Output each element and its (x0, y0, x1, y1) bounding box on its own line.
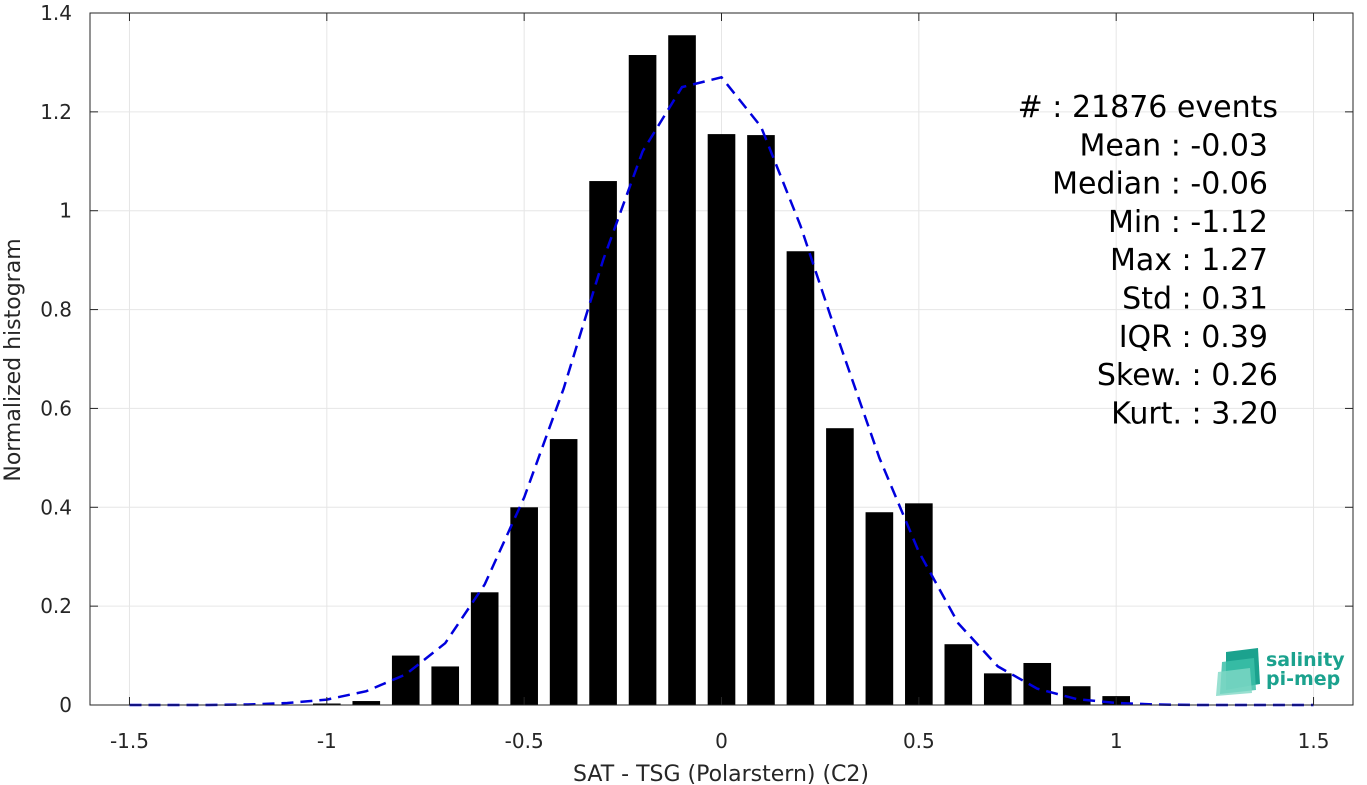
x-axis-label: SAT - TSG (Polarstern) (C2) (573, 762, 869, 785)
stat-value-0: : 21876 events (1052, 90, 1278, 125)
stat-value-2: : -0.06 (1171, 167, 1268, 202)
bar-13 (826, 428, 854, 705)
logo-icon (1216, 648, 1260, 696)
stat-value-3: : -1.12 (1171, 205, 1268, 240)
bar-18 (1023, 662, 1052, 705)
x-tick-label-3: 0 (715, 729, 728, 753)
stat-line-8: Kurt. : 3.20 (1111, 396, 1278, 431)
bar-14 (865, 512, 894, 705)
stat-line-1: Mean : -0.03 (1079, 128, 1268, 163)
stat-key-8: Kurt. (1111, 396, 1191, 431)
stat-key-3: Min (1108, 205, 1171, 240)
y-tick-label-2: 0.4 (40, 495, 72, 519)
y-axis-label: Normalized histogram (1, 238, 26, 481)
bar-4 (470, 592, 499, 705)
stat-line-0: # : 21876 events (1018, 90, 1278, 125)
y-tick-label-7: 1.4 (40, 1, 72, 25)
bar-7 (589, 181, 617, 706)
stat-line-2: Median : -0.06 (1052, 167, 1268, 202)
logo-line2: pi-mep (1266, 668, 1340, 690)
bar-16 (944, 644, 973, 705)
y-axis-ticks: 0 0.2 0.4 0.6 0.8 1 1.2 1.4 (40, 1, 1353, 717)
bar-1 (352, 701, 381, 705)
stat-value-7: : 0.26 (1192, 358, 1278, 393)
bar-12 (786, 251, 815, 705)
stat-value-8: : 3.20 (1192, 396, 1278, 431)
stat-value-4: : 1.27 (1182, 243, 1268, 278)
x-tick-label-0: -1.5 (110, 729, 149, 753)
bar-11 (747, 135, 775, 706)
y-tick-label-0: 0 (59, 693, 72, 717)
histogram-bars (312, 35, 1131, 706)
salinity-pi-mep-logo: salinity pi-mep (1216, 648, 1345, 696)
x-tick-label-2: -0.5 (505, 729, 544, 753)
x-tick-label-1: -1 (317, 729, 337, 753)
stat-value-1: : -0.03 (1171, 128, 1268, 163)
bar-6 (549, 439, 578, 705)
x-axis-ticks: -1.5 -1 -0.5 0 0.5 1 1.5 (110, 13, 1329, 753)
stat-line-7: Skew. : 0.26 (1097, 358, 1278, 393)
bar-3 (431, 666, 460, 705)
x-tick-label-4: 0.5 (903, 729, 935, 753)
x-tick-label-6: 1.5 (1298, 729, 1330, 753)
y-tick-label-5: 1 (59, 199, 72, 223)
stat-key-4: Max (1110, 243, 1182, 278)
y-tick-label-6: 1.2 (40, 100, 72, 124)
stat-line-3: Min : -1.12 (1108, 205, 1268, 240)
stat-value-5: : 0.31 (1182, 282, 1268, 317)
bar-10 (707, 134, 736, 706)
stat-key-6: IQR (1119, 320, 1182, 355)
bar-8 (628, 55, 657, 706)
stat-key-1: Mean (1079, 128, 1170, 163)
y-tick-label-1: 0.2 (40, 594, 72, 618)
stat-line-6: IQR : 0.39 (1119, 320, 1268, 355)
bar-5 (510, 507, 538, 705)
bar-9 (668, 35, 696, 705)
stat-key-5: Std (1122, 282, 1181, 317)
bar-2 (391, 655, 420, 705)
y-tick-label-4: 0.8 (40, 298, 72, 322)
stat-key-2: Median (1052, 167, 1171, 202)
bar-17 (983, 673, 1012, 705)
stat-line-5: Std : 0.31 (1122, 282, 1268, 317)
y-tick-label-3: 0.6 (40, 396, 72, 420)
stat-value-6: : 0.39 (1182, 320, 1268, 355)
stat-line-4: Max : 1.27 (1110, 243, 1268, 278)
bar-15 (905, 503, 933, 705)
stat-key-0: # (1018, 90, 1053, 125)
logo-line1: salinity (1266, 649, 1345, 671)
x-tick-label-5: 1 (1110, 729, 1123, 753)
stat-key-7: Skew. (1097, 358, 1192, 393)
